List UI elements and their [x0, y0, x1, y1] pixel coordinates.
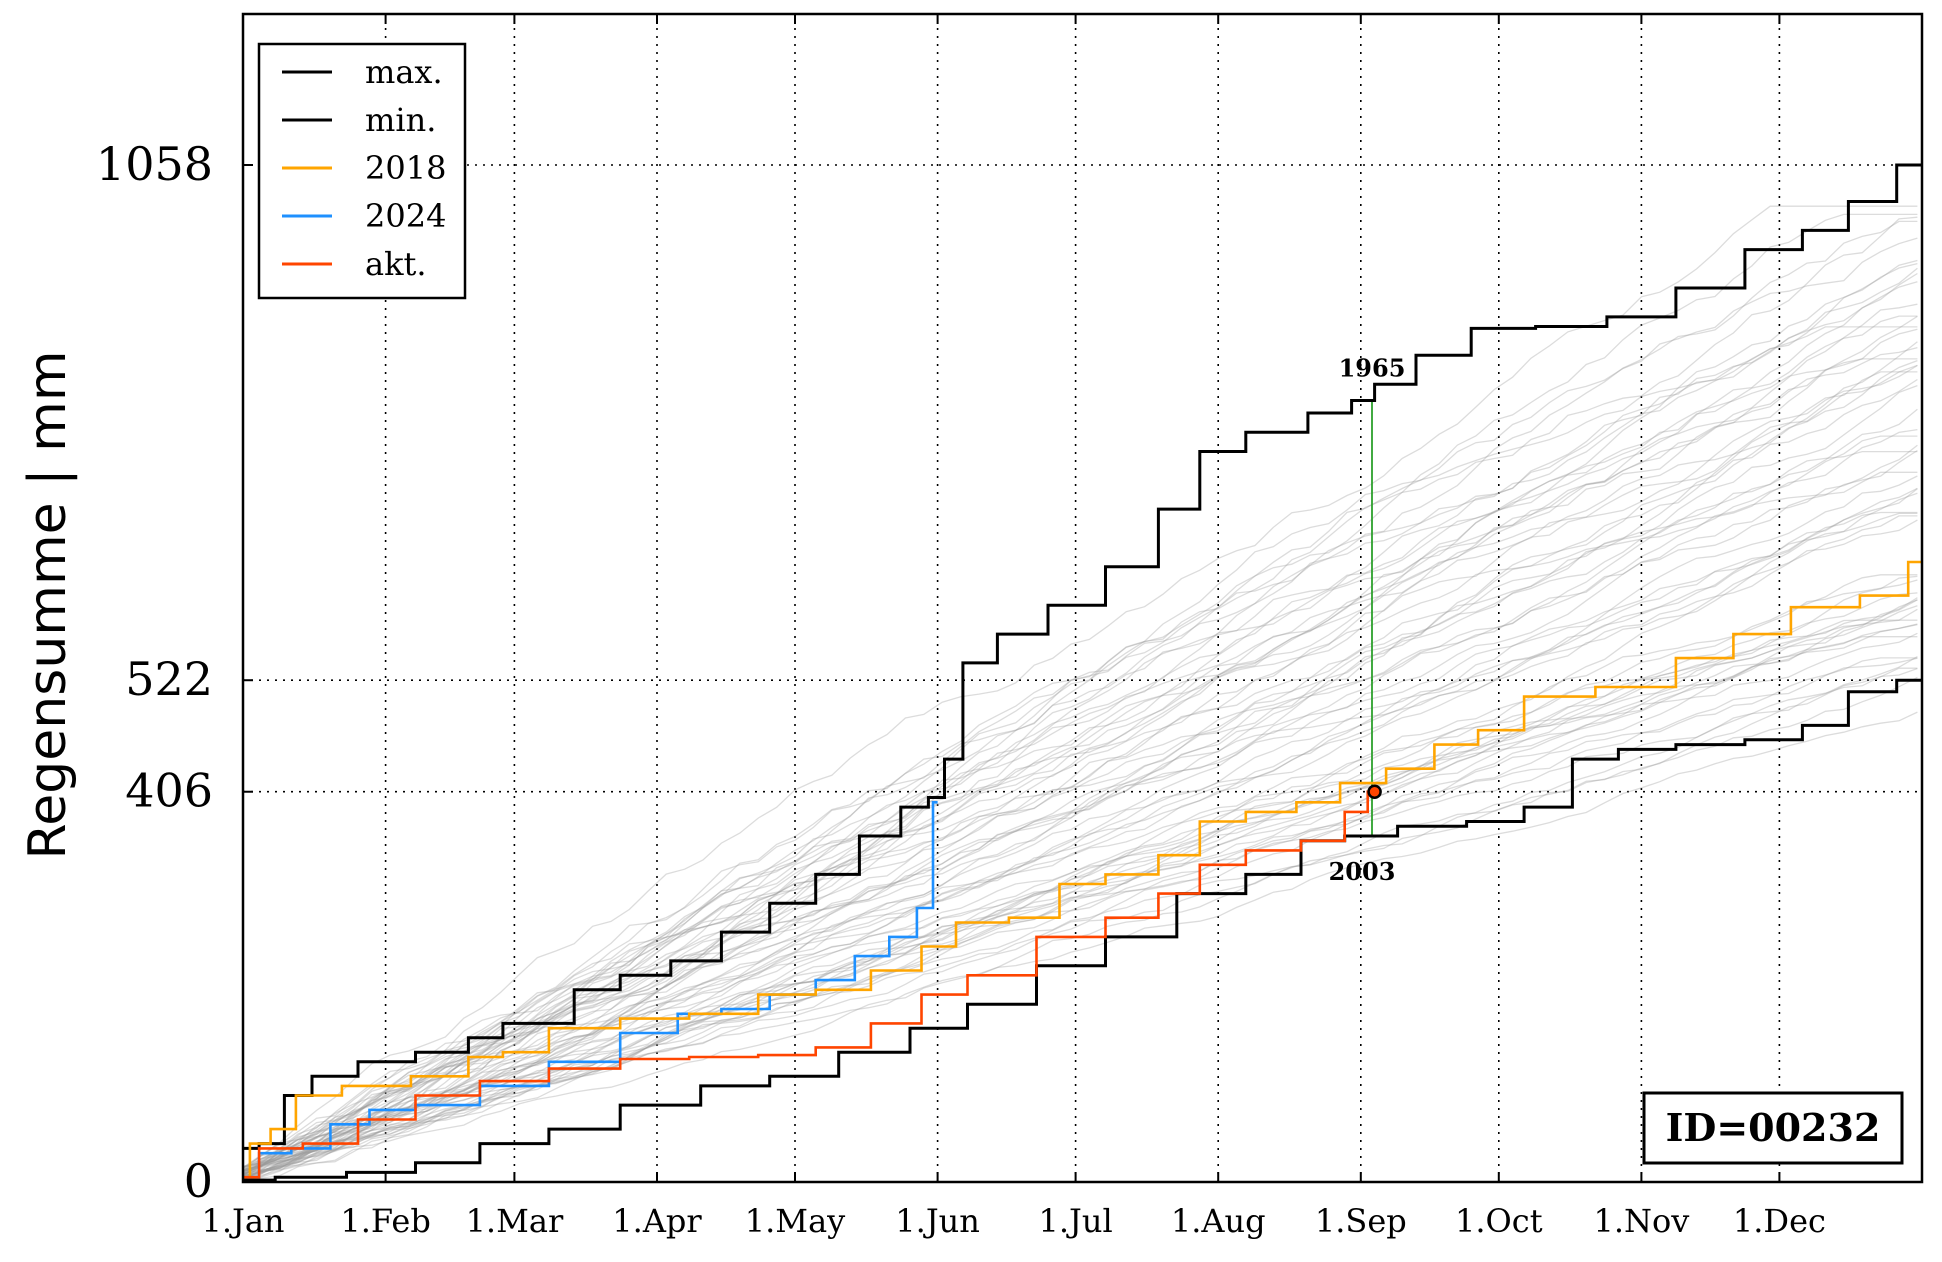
historical-year-line — [242, 444, 1918, 1169]
historical-year-line — [242, 315, 1918, 1179]
series-line-akt — [243, 790, 1375, 1179]
y-tick-label: 406 — [125, 764, 213, 818]
station-id-box: ID=00232 — [1642, 1091, 1904, 1165]
historical-year-line — [242, 599, 1918, 1171]
historical-year-line — [242, 623, 1918, 1181]
historical-year-line — [242, 281, 1918, 1178]
historical-year-line — [242, 364, 1918, 1176]
historical-year-line — [242, 656, 1918, 1176]
historical-year-line — [242, 579, 1918, 1175]
y-tick-label: 0 — [184, 1154, 213, 1208]
historical-year-line — [242, 378, 1918, 1175]
historical-year-line — [242, 267, 1918, 1172]
historical-year-line — [242, 711, 1918, 1178]
historical-year-line — [242, 632, 1918, 1179]
historical-year-line — [242, 259, 1918, 1181]
station-id-label: ID=00232 — [1666, 1105, 1881, 1150]
y-tick-label: 1058 — [96, 137, 213, 191]
x-tick-label: 1.Jan — [201, 1202, 284, 1240]
historical-year-line — [242, 262, 1918, 1176]
series-line-max — [243, 163, 1922, 1150]
legend-label: min. — [365, 101, 436, 139]
annotation-max-year: 1965 — [1339, 354, 1406, 383]
historical-year-line — [242, 667, 1918, 1176]
plot-frame — [241, 12, 1924, 1184]
historical-year-line — [242, 205, 1918, 1170]
historical-year-line — [242, 371, 1918, 1180]
historical-year-line — [242, 471, 1918, 1181]
historical-year-line — [242, 592, 1918, 1177]
historical-year-line — [242, 605, 1918, 1172]
historical-year-line — [242, 428, 1918, 1172]
tick-labels: 1.Jan 1.Feb 1.Mar 1.Apr 1.May 1.Jun 1.Jul 1.Aug… — [96, 137, 1826, 1240]
series-line-2018 — [243, 560, 1922, 1179]
historical-year-line — [242, 213, 1918, 1175]
historical-year-line — [242, 574, 1918, 1173]
historical-year-line — [242, 303, 1918, 1169]
y-tick-label: 522 — [125, 652, 213, 706]
annotations: 1965 2003 — [1329, 354, 1406, 886]
x-tick-label: 1.Jul — [1038, 1202, 1112, 1240]
series-line-2024 — [243, 800, 938, 1179]
historical-year-line — [242, 657, 1918, 1177]
historical-year-line — [242, 341, 1918, 1172]
series-lines — [243, 163, 1922, 1182]
axes — [241, 12, 1924, 1184]
historical-year-line — [242, 272, 1918, 1172]
historical-year-line — [242, 328, 1918, 1169]
historical-year-line — [242, 511, 1918, 1174]
historical-year-line — [242, 636, 1918, 1181]
legend-label: 2018 — [365, 149, 446, 187]
x-tick-label: 1.Aug — [1171, 1202, 1266, 1240]
historical-year-line — [242, 359, 1918, 1169]
historical-year-line — [242, 449, 1918, 1173]
x-tick-label: 1.Nov — [1593, 1202, 1689, 1240]
series-line-min — [243, 678, 1922, 1182]
legend-label: akt. — [365, 245, 427, 283]
x-tick-label: 1.Apr — [612, 1202, 702, 1240]
y-axis-label: Regensumme | mm — [18, 351, 78, 860]
historical-year-line — [242, 315, 1918, 1174]
historical-year-line — [242, 435, 1918, 1171]
x-tick-label: 1.May — [745, 1202, 845, 1240]
x-tick-label: 1.Oct — [1455, 1202, 1543, 1240]
historical-year-line — [242, 608, 1918, 1181]
historical-year-line — [242, 515, 1918, 1177]
x-tick-label: 1.Dec — [1733, 1202, 1826, 1240]
legend-label: max. — [365, 53, 443, 91]
historical-year-line — [242, 346, 1918, 1177]
historical-year-line — [242, 220, 1918, 1167]
historical-year-line — [242, 408, 1918, 1168]
x-tick-label: 1.Sep — [1315, 1202, 1407, 1240]
x-tick-label: 1.Feb — [340, 1202, 430, 1240]
historical-year-line — [242, 216, 1918, 1177]
x-tick-label: 1.Jun — [895, 1202, 980, 1240]
x-tick-label: 1.Mar — [466, 1202, 564, 1240]
legend: max. min. 2018 2024 akt. — [257, 42, 467, 300]
current-point-marker — [1367, 784, 1382, 799]
historical-year-line — [242, 492, 1918, 1180]
historical-year-line — [242, 475, 1918, 1174]
historical-year-line — [242, 667, 1918, 1176]
historical-year-line — [242, 450, 1918, 1172]
historical-year-line — [242, 487, 1918, 1171]
historical-year-line — [242, 488, 1918, 1179]
historical-year-line — [242, 512, 1918, 1173]
historical-year-line — [242, 384, 1918, 1173]
historical-years-lines — [242, 205, 1918, 1181]
annotation-min-year: 2003 — [1329, 857, 1396, 886]
historical-year-line — [242, 237, 1918, 1170]
historical-year-line — [242, 364, 1918, 1175]
legend-box — [257, 42, 467, 300]
historical-year-line — [242, 358, 1918, 1168]
legend-label: 2024 — [365, 197, 446, 235]
